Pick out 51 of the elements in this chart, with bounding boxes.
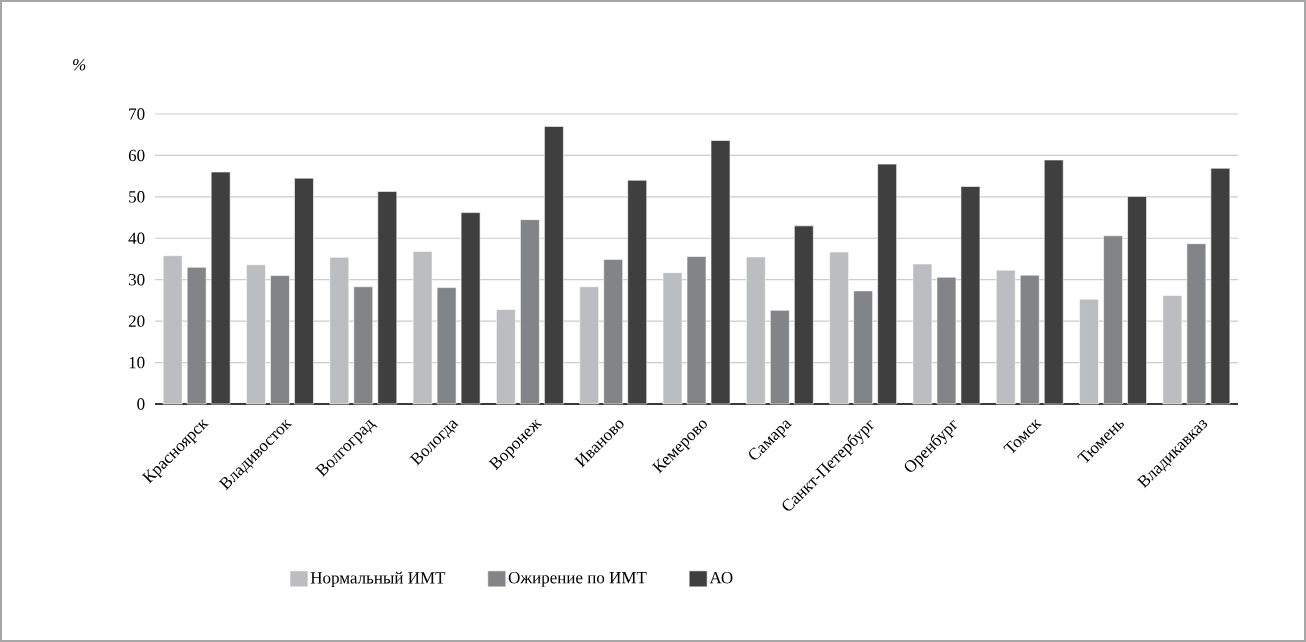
bar <box>662 272 683 405</box>
bar <box>1186 243 1207 405</box>
bar <box>853 290 873 405</box>
y-tick-label: 20 <box>128 315 145 327</box>
bar <box>1127 196 1147 405</box>
bar <box>353 286 374 405</box>
bar <box>412 251 433 405</box>
bar <box>1043 159 1064 405</box>
y-tick-label: 30 <box>128 273 145 286</box>
y-tick-label: 0 <box>137 398 145 410</box>
y-tick-label: 60 <box>128 149 145 162</box>
bar <box>746 256 766 405</box>
bar <box>794 225 814 405</box>
bar <box>710 140 731 405</box>
legend-label: АО <box>709 571 733 584</box>
bar <box>544 126 564 405</box>
bar <box>627 179 648 405</box>
bar <box>520 219 540 405</box>
bar <box>329 257 350 405</box>
bar <box>936 276 957 405</box>
bar <box>1079 298 1099 405</box>
bar <box>770 310 790 405</box>
bar <box>377 191 398 405</box>
bar <box>270 275 290 405</box>
bar <box>294 177 314 405</box>
bar <box>1162 295 1183 405</box>
y-tick-label: 70 <box>129 108 145 120</box>
y-tick-label: 40 <box>128 232 145 245</box>
bar <box>436 287 457 405</box>
bar <box>246 264 266 405</box>
bar <box>603 259 624 405</box>
bar <box>579 286 600 405</box>
bar <box>912 263 933 405</box>
bar <box>995 269 1016 405</box>
bar <box>1019 274 1040 405</box>
bar <box>460 212 481 405</box>
y-tick-label: 50 <box>129 191 145 203</box>
legend-label: Ожирение по ИМТ <box>508 571 647 587</box>
bar <box>960 186 981 405</box>
bar <box>210 171 231 405</box>
bar <box>686 256 707 405</box>
bar <box>186 266 207 405</box>
bar <box>1210 167 1231 405</box>
bar <box>1103 235 1123 405</box>
legend-label: Нормальный ИМТ <box>310 571 446 588</box>
bar <box>162 255 183 405</box>
y-tick-label: 10 <box>129 356 145 369</box>
bar <box>829 251 849 405</box>
bar <box>496 309 516 405</box>
bar <box>877 163 897 405</box>
y-axis-title: % <box>73 58 86 71</box>
